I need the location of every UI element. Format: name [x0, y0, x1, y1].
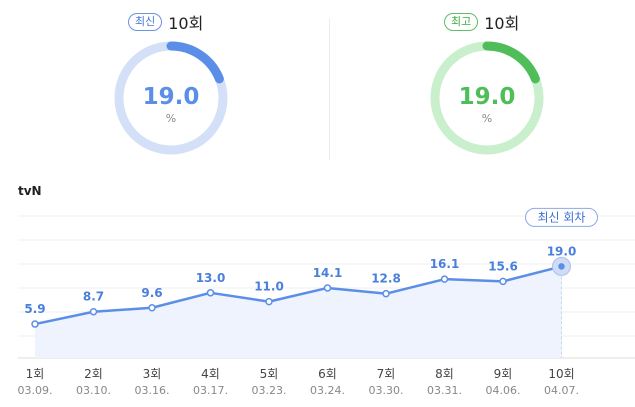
x-label-episode: 2회 — [84, 367, 103, 381]
data-point — [206, 289, 215, 297]
highest-rating-panel: 최고 10회 19.0 % — [317, 0, 634, 160]
latest-episode-label: 10회 — [168, 14, 204, 33]
latest-episode-tag: 최신 회차 — [525, 207, 598, 227]
chart-series-line — [34, 265, 562, 326]
highest-badge: 최고 — [444, 13, 479, 31]
latest-tag-label: 최신 회차 — [538, 210, 586, 224]
x-label-episode: 5회 — [260, 367, 279, 381]
x-label-date: 03.16. — [135, 384, 170, 397]
latest-tag-box — [525, 207, 598, 227]
x-label-date: 03.31. — [427, 384, 462, 397]
x-label-episode: 1회 — [26, 367, 45, 381]
value-label: 13.0 — [196, 271, 226, 285]
x-label-date: 04.06. — [486, 384, 521, 397]
x-label-date: 03.24. — [310, 384, 345, 397]
highest-rating-unit: % — [481, 112, 493, 125]
data-point — [440, 275, 449, 283]
value-label: 8.7 — [83, 290, 104, 304]
highest-gauge-fill — [430, 41, 544, 155]
x-label-date: 04.07. — [544, 384, 579, 397]
latest-rating-gauge: 19.0 % — [111, 38, 231, 158]
chart-x-labels: 1회 03.09. 2회 03.10. 3회 03.16. 4회 03.17. 5회 03.23.… — [18, 367, 580, 397]
data-point — [31, 320, 39, 328]
value-label: 16.1 — [430, 257, 460, 271]
value-label: 15.6 — [488, 259, 518, 273]
value-label: 11.0 — [254, 280, 284, 294]
latest-rating-header: 최신 10회 — [128, 11, 203, 33]
latest-gauge-fill — [114, 41, 228, 155]
value-label: 9.6 — [141, 286, 162, 300]
channel-label: tvN — [18, 184, 42, 198]
data-point — [323, 284, 332, 292]
x-label-episode: 9회 — [494, 367, 513, 381]
x-label-date: 03.10. — [76, 384, 111, 397]
x-label-date: 03.09. — [18, 384, 53, 397]
latest-rating-panel: 최신 10회 19.0 % — [0, 0, 317, 160]
chart-points — [31, 263, 565, 328]
highest-rating-header: 최고 10회 — [444, 11, 519, 33]
latest-rating-value: 19.0 — [142, 84, 200, 110]
x-label-episode: 4회 — [201, 367, 220, 381]
panel-divider — [329, 18, 330, 160]
data-point — [89, 307, 98, 316]
data-point — [499, 277, 507, 286]
x-label-date: 03.17. — [193, 384, 228, 397]
value-label: 19.0 — [547, 244, 577, 258]
chart-value-labels: 5.9 8.7 9.6 13.0 11.0 14.1 12.8 16.1 15.6 19.0 — [24, 244, 576, 316]
value-label: 5.9 — [24, 302, 45, 316]
x-label-episode: 3회 — [143, 367, 162, 381]
value-label: 14.1 — [313, 266, 343, 280]
highest-rating-gauge: 19.0 % — [427, 38, 547, 158]
value-label: 12.8 — [371, 272, 401, 286]
x-label-episode: 10회 — [548, 367, 574, 381]
ratings-line-chart: 5.9 8.7 9.6 13.0 11.0 14.1 12.8 16.1 15.6 19.0 1회… — [18, 207, 635, 397]
x-label-episode: 8회 — [435, 367, 454, 381]
highest-gauge-ring — [430, 41, 544, 155]
x-label-date: 03.30. — [369, 384, 404, 397]
x-label-episode: 6회 — [318, 367, 337, 381]
latest-badge: 최신 — [128, 13, 163, 31]
data-point — [265, 297, 273, 306]
chart-area-fill — [35, 266, 562, 358]
data-point — [148, 304, 156, 312]
highest-rating-value: 19.0 — [458, 84, 516, 110]
x-label-date: 03.23. — [252, 384, 287, 397]
latest-rating-unit: % — [165, 112, 177, 125]
latest-gauge-ring — [114, 41, 228, 155]
x-label-episode: 7회 — [377, 367, 396, 381]
highest-episode-label: 10회 — [484, 14, 520, 33]
data-point — [382, 289, 390, 298]
data-point — [558, 263, 565, 270]
